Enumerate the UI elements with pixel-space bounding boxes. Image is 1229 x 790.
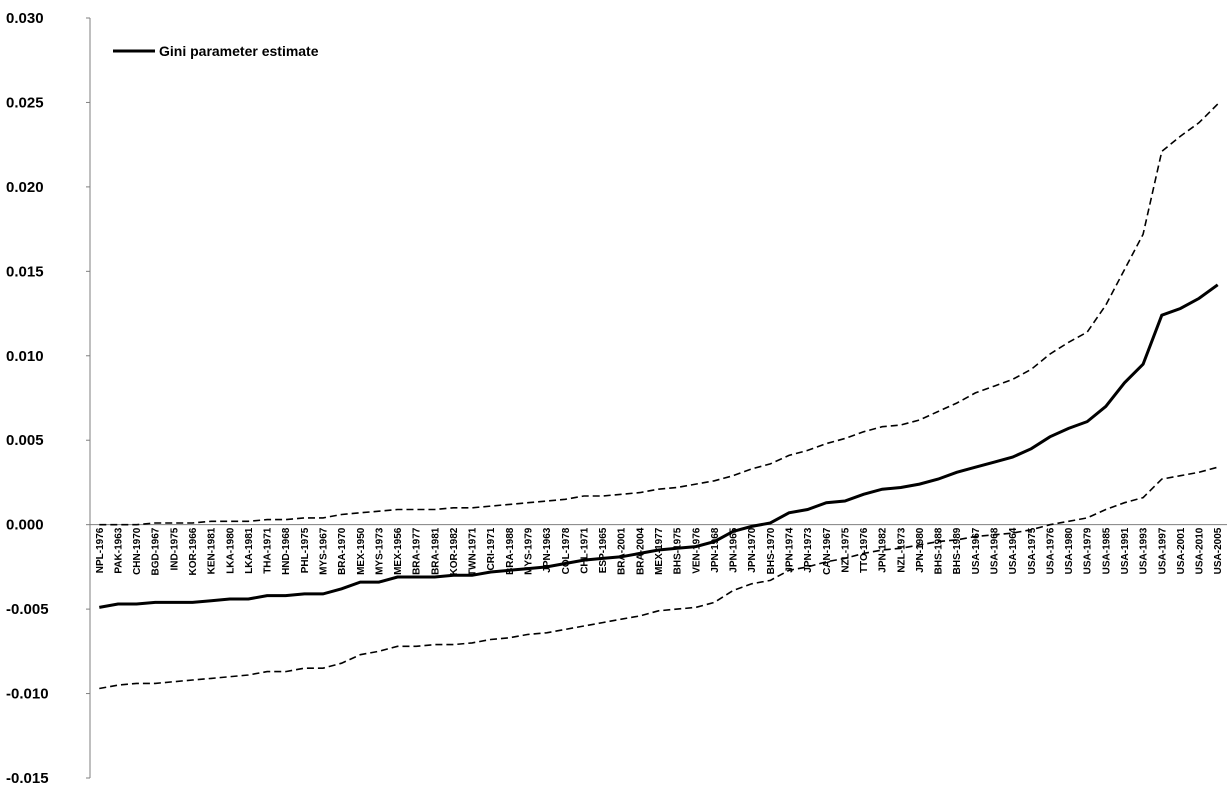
x-tick-label: ESP-1965 [598, 527, 609, 573]
x-tick-label: KOR-1982 [449, 527, 460, 575]
x-tick-label: BRA-2001 [617, 527, 628, 575]
x-tick-label: USA-1997 [1157, 527, 1168, 574]
y-tick-label: 0.025 [6, 94, 44, 111]
y-tick-label: 0.010 [6, 348, 44, 365]
y-tick-label: -0.010 [6, 686, 49, 703]
x-tick-label: JPN-1974 [784, 527, 795, 572]
x-tick-label: PAK-1963 [113, 527, 124, 573]
x-tick-label: VEN-1976 [691, 527, 702, 574]
gini-estimate-line [99, 283, 1219, 609]
x-tick-label: LKA-1980 [225, 527, 236, 574]
x-tick-label: USA-1980 [1064, 527, 1075, 574]
lower-confidence-band-line [99, 466, 1218, 690]
x-tick-label: PHL-1975 [300, 527, 311, 573]
x-tick-label: JPN-1970 [747, 527, 758, 572]
y-axis: 0.030 0.025 0.020 0.015 0.010 0.005 0.000 -0.00… [6, 10, 91, 787]
x-tick-label: USA-2010 [1195, 527, 1206, 574]
x-tick-label: JPN-1973 [803, 527, 814, 572]
x-tick-label: BRA-1977 [412, 527, 423, 575]
x-tick-label: CAN-1967 [822, 527, 833, 575]
x-tick-label: BGD-1967 [151, 527, 162, 575]
x-tick-label: THA-1971 [263, 527, 274, 574]
upper-confidence-band-line [99, 103, 1219, 526]
x-tick-label: CRI-1971 [486, 527, 497, 570]
x-tick-label: BRA-1988 [505, 527, 516, 575]
x-tick-label: TWN-1971 [468, 527, 479, 576]
x-tick-label: USA-2005 [1213, 527, 1224, 574]
x-tick-label: LKA-1981 [244, 527, 255, 574]
x-tick-label: BHS-1970 [766, 527, 777, 574]
x-tick-label: BHS-1975 [673, 527, 684, 574]
x-tick-label: NZL-1973 [896, 527, 907, 572]
x-tick-label: USA-1964 [1008, 527, 1019, 574]
x-tick-label: USA-1991 [1120, 527, 1131, 574]
y-tick-label: 0.005 [6, 432, 44, 449]
series-group [99, 103, 1219, 690]
x-tick-label: MYS-1979 [524, 527, 535, 575]
x-tick-label: USA-1975 [1027, 527, 1038, 574]
x-tick-label: BRA-1981 [430, 527, 441, 575]
y-tick-label: 0.000 [6, 517, 44, 534]
x-tick-label: BHS-1989 [952, 527, 963, 574]
x-tick-label: JPN-1963 [542, 527, 553, 572]
x-tick-label: USA-1976 [1045, 527, 1056, 574]
x-tick-label: MEX-1956 [393, 527, 404, 575]
x-tick-label: NPL-1976 [95, 527, 106, 573]
x-tick-label: USA-1985 [1101, 527, 1112, 574]
x-tick-label: KOR-1966 [188, 527, 199, 575]
x-tick-label: MYS-1967 [318, 527, 329, 575]
x-tick-label: IND-1975 [169, 527, 180, 570]
x-tick-label: USA-1967 [971, 527, 982, 574]
x-tick-label: CHN-1970 [132, 527, 143, 575]
x-tick-label: USA-1979 [1083, 527, 1094, 574]
x-tick-label: TTO-1976 [859, 527, 870, 573]
x-tick-label: MEX-1950 [356, 527, 367, 575]
x-tick-label: KEN-1981 [207, 527, 218, 574]
x-tick-label: USA-1968 [990, 527, 1001, 574]
x-tick-label: MYS-1973 [374, 527, 385, 575]
x-tick-label: JPN-1980 [915, 527, 926, 572]
legend-label: Gini parameter estimate [159, 43, 319, 59]
x-tick-label: BHS-1988 [934, 527, 945, 574]
x-tick-label: JPN-1968 [710, 527, 721, 572]
x-tick-label: BRA-2004 [635, 527, 646, 575]
x-tick-label: HND-1968 [281, 527, 292, 575]
y-tick-label: -0.005 [6, 601, 49, 618]
legend: Gini parameter estimate [113, 43, 319, 59]
x-tick-label: JPN-1982 [878, 527, 889, 572]
x-tick-label: USA-2001 [1176, 527, 1187, 574]
y-tick-label: 0.030 [6, 10, 44, 27]
x-tick-label: COL-1978 [561, 527, 572, 574]
x-tick-label: JPN-1965 [729, 527, 740, 572]
y-tick-label: -0.015 [6, 770, 49, 787]
x-tick-label: BRA-1970 [337, 527, 348, 575]
y-tick-label: 0.020 [6, 179, 44, 196]
x-tick-label: CHL-1971 [579, 527, 590, 574]
x-axis: NPL-1976 PAK-1963 CHN-1970 BGD-1967 IND-1975… [90, 524, 1227, 576]
x-tick-label: NZL-1975 [840, 527, 851, 572]
y-tick-label: 0.015 [6, 263, 44, 280]
x-tick-label: USA-1993 [1139, 527, 1150, 574]
